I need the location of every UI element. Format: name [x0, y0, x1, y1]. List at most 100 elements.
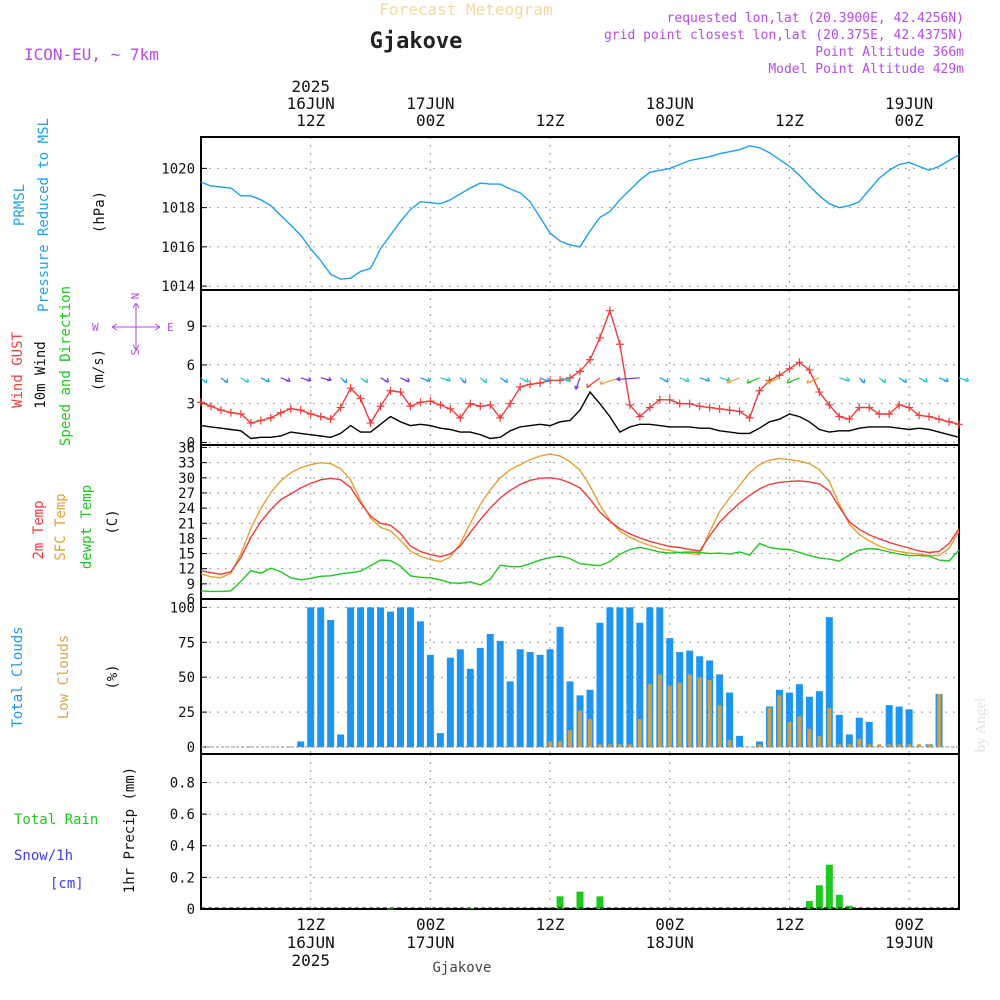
low-cloud-bar: [707, 679, 712, 748]
temp-ytick-label: 9: [187, 577, 195, 593]
precip-grid: [201, 754, 959, 910]
gust-marker: [416, 398, 425, 407]
gust-marker: [955, 420, 963, 429]
wind-arrow-head: [503, 378, 509, 383]
bottom-date-label: 17JUN: [406, 933, 454, 952]
gust-marker: [635, 412, 644, 421]
rain-bar: [845, 905, 853, 909]
gust-marker: [615, 340, 624, 349]
gust-marker: [376, 402, 385, 411]
total-cloud-bar: [895, 706, 903, 748]
gust-marker: [705, 403, 714, 412]
top-time-label: 00Z: [895, 111, 924, 130]
low-cloud-bar: [607, 744, 612, 748]
total-cloud-bar: [606, 607, 614, 748]
temp-grid: [201, 445, 959, 600]
total-cloud-bar: [805, 696, 813, 748]
low-cloud-bar: [637, 719, 642, 748]
gust-marker: [845, 415, 854, 424]
gust-marker: [296, 406, 305, 415]
wind-ytick-label: 3: [187, 397, 195, 413]
total-cloud-bar: [586, 689, 594, 748]
bottom-time-label: 00Z: [416, 915, 445, 934]
model-label: ICON-EU, ~ 7km: [24, 45, 159, 64]
total-cloud-bar: [486, 633, 494, 748]
gust-marker: [645, 403, 654, 412]
gust-marker: [536, 379, 545, 387]
wind-arrow-head: [244, 378, 250, 383]
wind-arrow-head: [446, 377, 452, 382]
total-cloud-bar: [845, 734, 853, 748]
gust-marker: [266, 413, 275, 422]
wind-arrow-head: [565, 377, 571, 382]
low-cloud-bar: [587, 719, 592, 748]
total-clouds-label: Total Clouds: [10, 626, 26, 727]
wind-arrow-head: [223, 378, 229, 384]
gust-marker: [835, 412, 844, 421]
wind-arrow-head: [524, 378, 529, 383]
rain-bar: [387, 908, 394, 910]
low-cloud-bar: [697, 677, 702, 748]
wind-arrow-head: [574, 385, 579, 390]
total-cloud-bar: [626, 607, 634, 748]
total-cloud-bar: [825, 617, 833, 748]
total-cloud-bar: [357, 607, 365, 748]
wind-arrow-head: [964, 377, 970, 382]
bottom-time-label: 00Z: [895, 915, 924, 934]
wind-arrow-head: [616, 376, 621, 382]
gust-marker: [925, 412, 934, 421]
snow-unit-label: [cm]: [50, 876, 84, 892]
gust-marker: [605, 306, 614, 315]
gust-marker: [236, 410, 245, 418]
wind-arrow-head: [425, 377, 431, 382]
prmsl-desc-label: Pressure Reduced to MSL: [36, 118, 52, 312]
wind-arrow-head: [705, 377, 711, 382]
wind-arrow-head: [766, 379, 772, 384]
wind-arrow-head: [923, 378, 928, 383]
low-cloud-bar: [548, 741, 553, 748]
gust-label: Wind GUST: [10, 332, 26, 408]
compass-arrows-icon: [111, 302, 161, 351]
gust-marker: [695, 402, 704, 411]
gust-marker: [556, 376, 565, 385]
temp-ytick-label: 21: [178, 516, 195, 532]
precip-ytick-label: 0.8: [170, 775, 195, 791]
gust-marker: [386, 386, 395, 395]
pressure-frame: [200, 136, 960, 291]
gust-marker: [456, 413, 465, 422]
wind-ytick-label: 6: [187, 358, 195, 374]
temp-ytick-label: 30: [178, 471, 195, 487]
low-cloud-bar: [917, 744, 922, 748]
total-cloud-bar: [387, 611, 394, 748]
snow-label: Snow/1h: [14, 848, 73, 864]
wind-ytick-label: 0: [187, 435, 195, 451]
top-time-label: 00Z: [416, 111, 445, 130]
wind-arrow-head: [664, 377, 669, 383]
clouds-ytick-label: 100: [170, 600, 195, 616]
low-cloud-bar: [877, 744, 882, 748]
gust-marker: [935, 415, 944, 424]
gust-marker: [506, 399, 515, 408]
total-cloud-bar: [506, 681, 514, 748]
wind-arrow: [616, 377, 640, 381]
bottom-time-label: 12Z: [536, 915, 565, 934]
gust-marker: [286, 404, 295, 413]
wind-arrow-head: [202, 378, 208, 384]
wind-arrow-head: [786, 379, 792, 384]
wind-arrow-head: [327, 376, 332, 382]
gust-marker: [316, 412, 325, 421]
low-cloud-bar: [568, 730, 573, 748]
pressure-ytick-label: 1020: [161, 161, 195, 177]
top-year-label: 2025: [291, 77, 330, 96]
precip-frame: [200, 753, 960, 910]
gust-marker: [356, 394, 365, 403]
low-cloud-bar: [837, 744, 842, 748]
gust-marker: [336, 403, 345, 412]
gust-marker: [197, 398, 205, 407]
gust-marker: [755, 386, 764, 395]
gust-marker: [276, 408, 285, 417]
rain-bar: [556, 896, 564, 909]
wind-arrow-head: [265, 377, 270, 383]
wind-arrow-head: [726, 379, 732, 384]
low-cloud-bar: [897, 744, 902, 748]
